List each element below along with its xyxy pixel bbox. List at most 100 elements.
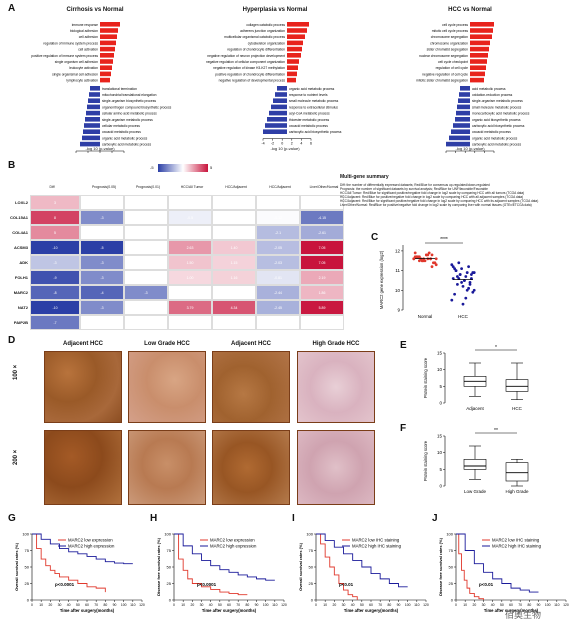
bar-label: chromosome segregation [431,35,468,39]
x-tick-label: 120 [423,603,429,607]
heatmap-cell: -0.12 [256,210,300,225]
bar-up [470,65,486,70]
bar-up [470,77,484,83]
bar-label: acid metabolic process [472,87,506,91]
panel-a-xlabel-2: -log 10 (p-value) [270,146,300,151]
bar-up [287,65,298,70]
scatter-point [434,257,438,261]
bar-down [459,92,470,97]
bar-label: carboxylic acid metabolic process [102,143,151,147]
bar-down [87,104,100,110]
x-tick-label: 30 [482,603,486,607]
y-tick-label: 100 [164,532,171,537]
heatmap-row-label: COL15A1 [9,215,28,220]
watermark: 佰奥生物 [505,610,542,620]
x-tick-label: 70 [518,603,522,607]
panel-a-xlabel-1: -log 10 (p-value) [85,146,115,151]
y-tick-label: 100 [306,532,313,537]
scatter-point [465,271,469,274]
heatmap-column-header: Prognosis(0.05) [92,185,116,189]
heatmap-row-label: LOXL2 [15,200,28,205]
panel-f-boxplot: 0 5 10 15 Protein staining score Low Grade Hig… [423,428,529,494]
scatter-point [426,253,430,257]
bar-label: oxoacid metabolic process [472,130,511,134]
bar-up [470,53,488,58]
ihc-image-high-grade-200x [297,430,375,505]
heatmap-cell: -7 [30,315,80,330]
panel-h-label: H [150,513,158,524]
x-tick-label: 80 [103,603,107,607]
heatmap-cell: -9 [30,270,80,285]
heatmap-cell [212,315,256,330]
legend-label: MARC2 high expression [210,544,257,549]
y-tick-label: 25 [449,581,454,586]
heatmap-cell: 5.89 [300,300,344,315]
heatmap-cell: -0.5 [168,210,212,225]
summary-line: HCC/Adjacent: Red/Blue for significant p… [340,199,539,203]
heatmap-cell: -10 [30,300,80,315]
ihc-image-high-grade-100x [297,351,375,423]
bar-label: organic acid metabolic process [289,87,335,91]
panel-a-label: A [8,3,16,14]
scatter-point [412,257,416,261]
ihc-image-adjacent-100x-2 [212,351,290,423]
heatmap-cell [212,285,256,300]
heatmap-cell [124,255,168,270]
box [463,459,487,470]
heatmap-cell: -0.81 [256,270,300,285]
x-tick-label: 10 [181,603,185,607]
bar-down [446,141,470,147]
summary-line: HCC/Adjacent: Red/Blue for positive/nega… [340,195,524,199]
bar-up [287,59,299,64]
x-tick-label: 10 [39,603,43,607]
heatmap-color-legend [158,164,208,172]
heatmap-cell: -2.44 [256,285,300,300]
legend-label: MARC2 low IHC staining [352,538,400,543]
y-tick-label: 50 [25,565,30,570]
heatmap-cell [124,210,168,225]
category-label: Adjacent [466,406,484,411]
bar-down [80,141,100,147]
bar-label: cell cycle process [442,23,468,27]
x-tick-label: 0 [31,603,33,607]
bar-label: negative regulation of cell cycle [422,72,468,76]
category-label: Normal [418,314,433,319]
survival-curve [32,533,106,593]
heatmap-cell [124,300,168,315]
x-tick-label: 100 [263,603,269,607]
y-tick-label: 25 [167,581,172,586]
y-axis-label: Protein staining score [423,440,428,481]
bar-down [449,135,470,141]
category-label: HCC [458,314,468,319]
bar-label: mitotic cell cycle process [432,29,469,33]
survival-curve [32,533,133,565]
heatmap-cell: -4 [80,285,124,300]
bar-label: lymphocyte activation [66,79,98,83]
scatter-point [461,284,465,288]
y-axis-label: Protein staining score [423,357,428,398]
p-value-label: p<0.0001 [55,582,75,587]
heatmap-cell [212,225,256,240]
panel-a-title-2: Hyperplasia vs Normal [242,7,308,13]
heatmap-cell: 1.16 [212,270,256,285]
scatter-point [450,263,454,267]
bar-label: regulation of immune system process [43,41,98,45]
bar-down [455,117,470,122]
heatmap-row-label: NAT2 [17,305,28,310]
heatmap-cell [256,315,300,330]
heatmap-cell: 1.15 [212,255,256,270]
scatter-point [470,273,473,276]
heatmap-cell: -3 [80,300,124,315]
bar-up [100,65,112,70]
survival-curve [316,533,408,588]
heatmap-column-header: HCC/Adjacent [225,185,247,189]
scatter-point [470,277,473,280]
legend-label: MARC2 high IHC staining [352,544,402,549]
bar-up [100,34,117,39]
x-tick-label: 60 [227,603,231,607]
scatter-point [467,286,470,290]
bar-down [267,117,287,122]
y-tick-label: 0 [27,598,30,603]
bar-up [100,22,120,27]
